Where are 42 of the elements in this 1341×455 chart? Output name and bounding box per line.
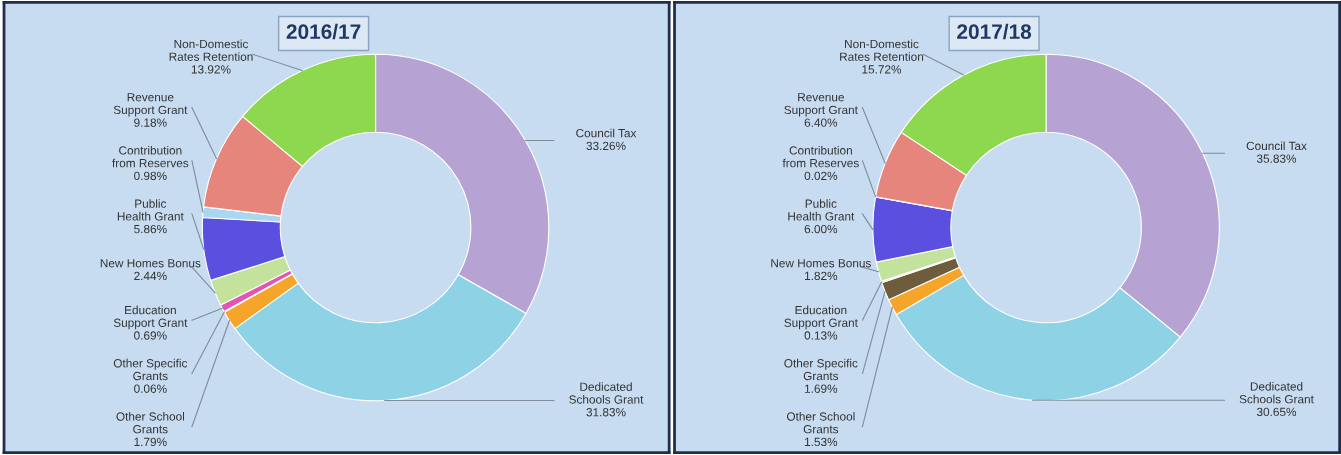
- slice-label: Public Health Grant: [117, 199, 184, 221]
- slice-label: Council Tax: [1246, 141, 1307, 151]
- slice-label: Revenue Support Grant: [784, 93, 858, 117]
- data-label: 13.92%: [191, 65, 231, 74]
- data-label: 1.53%: [805, 437, 838, 447]
- data-label: 33.26%: [586, 141, 626, 151]
- data-label: 6.40%: [804, 118, 838, 127]
- slice-label: Council Tax: [576, 128, 637, 138]
- data-label: 30.65%: [1256, 407, 1297, 417]
- data-label: 9.18%: [134, 118, 167, 127]
- slice-label: Education Support Grant: [113, 305, 188, 330]
- data-label: 1.79%: [134, 437, 167, 447]
- slice-label: Contribution from Reserves: [112, 145, 189, 168]
- data-label: 1.82%: [805, 271, 838, 281]
- slice-label: Other School Grants: [116, 411, 185, 434]
- slice-label: New Homes Bonus: [771, 259, 871, 268]
- slice-label: Dedicated Schools Grant: [569, 382, 644, 404]
- slice-label: Other Specific Grants: [113, 358, 188, 381]
- data-label: 5.86%: [134, 224, 167, 234]
- slice-label: Non-Domestic Rates Retention: [169, 39, 253, 61]
- chart-title: 2017/18: [957, 23, 1032, 40]
- slice-label: Revenue Support Grant: [113, 93, 188, 117]
- slice-label: Contribution from Reserves: [782, 145, 859, 168]
- slice-label: New Homes Bonus: [100, 259, 201, 268]
- data-label: 0.69%: [134, 331, 167, 340]
- data-label: 1.69%: [805, 384, 838, 393]
- slice-label: Public Health Grant: [788, 199, 855, 221]
- data-label: 0.06%: [134, 384, 167, 393]
- data-label: 15.72%: [862, 65, 902, 74]
- slice-label: Non-Domestic Rates Retention: [840, 39, 924, 61]
- slice-label: Dedicated Schools Grant: [1239, 381, 1314, 404]
- data-label: 35.83%: [1256, 154, 1297, 163]
- slice-label: Education Support Grant: [784, 305, 858, 330]
- slice-label: Other School Grants: [786, 411, 855, 434]
- data-label: 0.02%: [804, 171, 838, 181]
- data-label: 31.83%: [586, 408, 626, 417]
- slice-label: Other Specific Grants: [784, 358, 858, 381]
- data-label: 0.98%: [134, 171, 167, 181]
- data-label: 2.44%: [134, 271, 167, 281]
- chart-title: 2016/17: [286, 23, 361, 40]
- data-label: 0.13%: [804, 331, 838, 340]
- data-label: 6.00%: [804, 224, 838, 234]
